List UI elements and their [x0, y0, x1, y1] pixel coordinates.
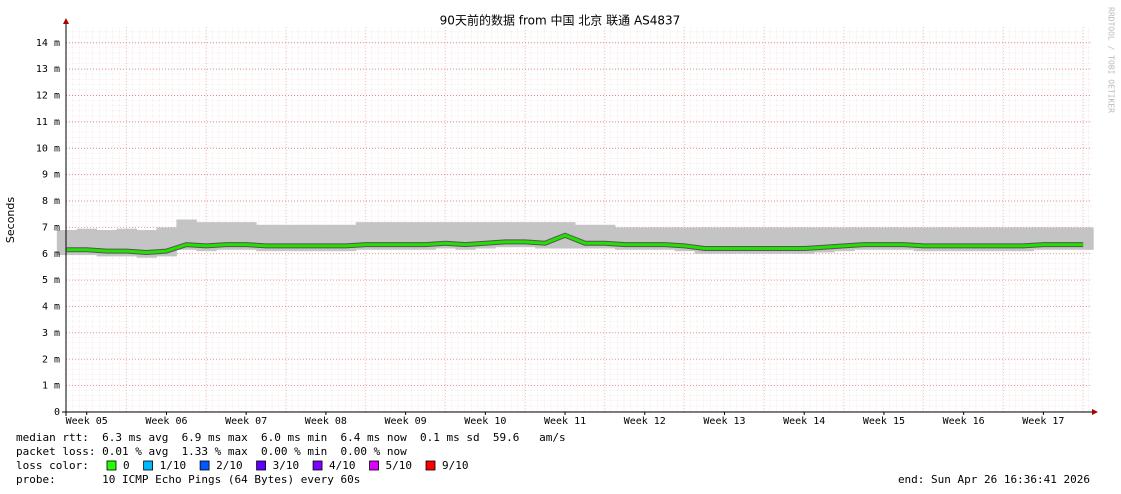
loss-color-label: 4/10: [329, 459, 356, 472]
end-time: end: Sun Apr 26 16:36:41 2026: [898, 473, 1090, 486]
y-tick-label: 7 m: [42, 222, 60, 233]
y-tick-label: 10 m: [36, 143, 60, 154]
x-tick-label: Week 06: [145, 416, 187, 427]
loss-color-swatch: [143, 460, 154, 471]
x-tick-label: Week 16: [943, 416, 985, 427]
x-tick-label: Week 10: [464, 416, 506, 427]
chart-title: 90天前的数据 from 中国 北京 联通 AS4837: [440, 13, 681, 28]
packet-loss: packet loss: 0.01 % avg 1.33 % max 0.00 …: [16, 445, 407, 458]
week-grid: [66, 27, 1092, 412]
x-tick-label: Week 05: [66, 416, 108, 427]
median-rtt: median rtt: 6.3 ms avg 6.9 ms max 6.0 ms…: [16, 431, 566, 444]
loss-color-swatch: [425, 460, 436, 471]
loss-color-label: 0: [123, 459, 130, 472]
x-arrow: [1092, 409, 1098, 415]
y-axis-label: Seconds: [4, 197, 17, 243]
y-tick-label: 5 m: [42, 275, 60, 286]
median-line: [66, 233, 1084, 255]
probe: probe: 10 ICMP Echo Pings (64 Bytes) eve…: [16, 473, 360, 486]
loss-color-label: loss color:: [16, 459, 89, 472]
y-tick-label: 2 m: [42, 354, 60, 365]
loss-color-swatch: [106, 460, 117, 471]
x-tick-label: Week 14: [783, 416, 825, 427]
y-tick-label: 14 m: [36, 38, 60, 49]
loss-color-label: 5/10: [386, 459, 413, 472]
y-tick-label: 12 m: [36, 91, 60, 102]
y-arrow: [63, 18, 69, 24]
loss-color-label: 2/10: [216, 459, 243, 472]
loss-color-swatch: [312, 460, 323, 471]
y-tick-label: 11 m: [36, 117, 60, 128]
loss-color-swatch: [256, 460, 266, 471]
loss-color-label: 3/10: [273, 459, 300, 472]
x-tick-label: Week 08: [305, 416, 347, 427]
x-tick-label: Week 11: [544, 416, 586, 427]
x-tick-label: Week 17: [1022, 416, 1064, 427]
y-tick-label: 0: [54, 407, 60, 418]
loss-color-label: 1/10: [160, 459, 187, 472]
y-tick-label: 4 m: [42, 302, 60, 313]
x-tick-label: Week 13: [703, 416, 745, 427]
x-tick-label: Week 07: [225, 416, 267, 427]
loss-color-swatch: [369, 460, 379, 471]
y-tick-label: 13 m: [36, 64, 60, 75]
x-tick-label: Week 09: [385, 416, 427, 427]
y-tick-label: 1 m: [42, 381, 60, 392]
y-tick-label: 9 m: [42, 170, 60, 181]
y-tick-label: 8 m: [42, 196, 60, 207]
smoke: [176, 219, 197, 250]
watermark: RRDTOOL / TOBI OETIKER: [1107, 7, 1116, 113]
loss-color-label: 9/10: [442, 459, 469, 472]
y-tick-label: 6 m: [42, 249, 60, 260]
x-tick-label: Week 15: [863, 416, 905, 427]
x-tick-label: Week 12: [624, 416, 666, 427]
y-tick-label: 3 m: [42, 328, 60, 339]
loss-color-swatch: [199, 460, 210, 471]
